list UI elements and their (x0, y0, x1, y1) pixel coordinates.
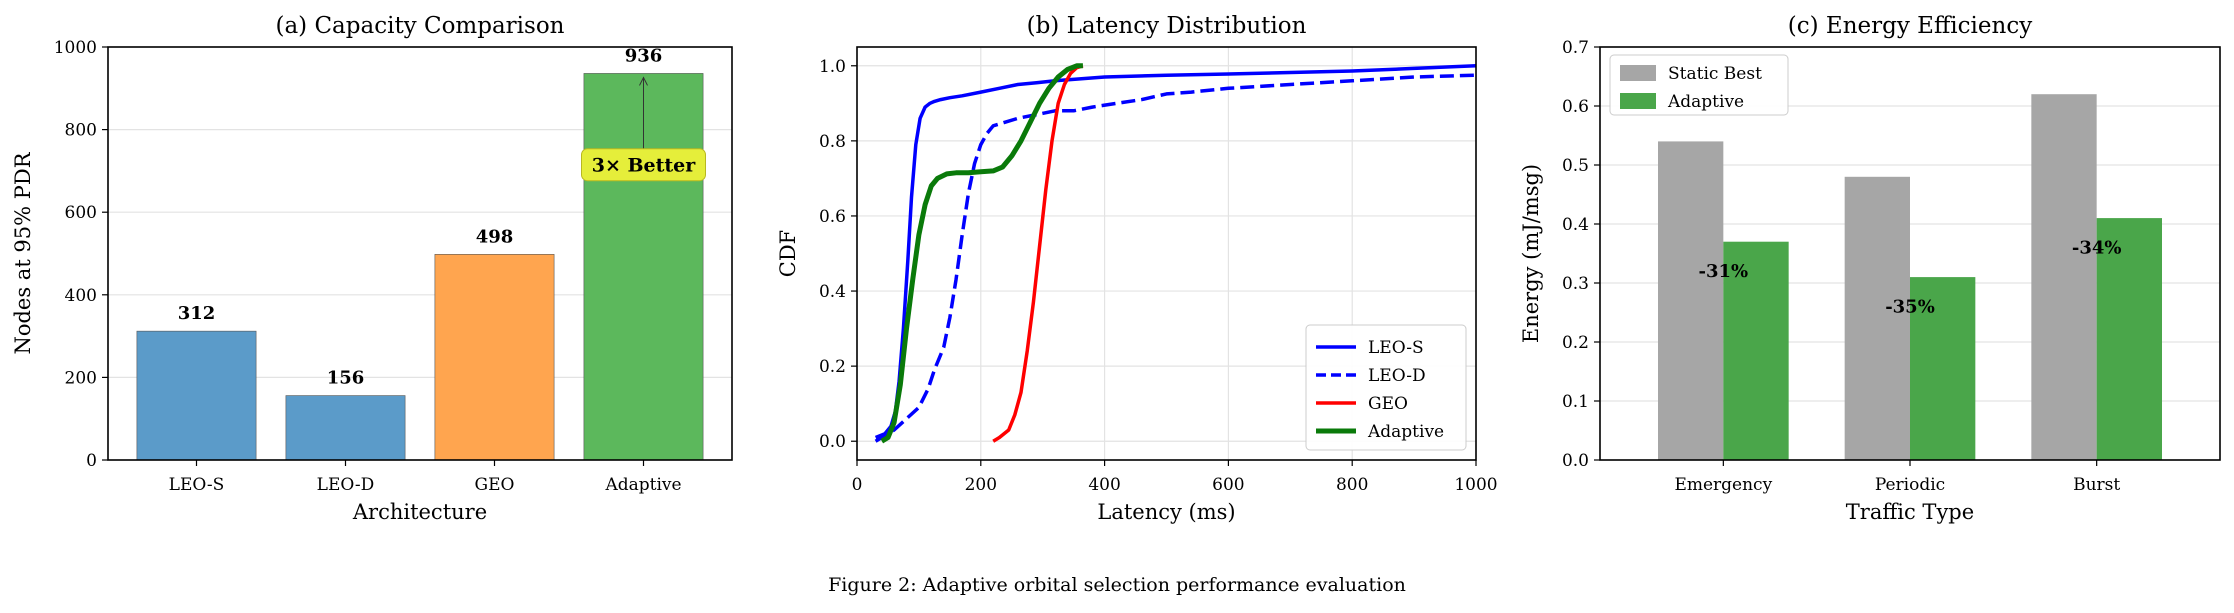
x-tick-label: 400 (1088, 475, 1120, 495)
x-tick-label: Periodic (1875, 475, 1945, 495)
x-tick-label: Emergency (1674, 475, 1772, 495)
bar-value-label: 312 (178, 303, 216, 324)
chart-title-b: (b) Latency Distribution (1027, 13, 1307, 39)
chart-title-c: (c) Energy Efficiency (1788, 13, 2032, 39)
reduction-label: -34% (2072, 238, 2122, 259)
y-tick-label: 1.0 (819, 57, 846, 77)
series-line-leo-s (874, 64, 1476, 440)
y-tick-label: 0.8 (819, 132, 846, 152)
bar-value-label: 936 (625, 45, 663, 66)
x-tick-label: LEO-S (169, 475, 225, 495)
legend-label: LEO-D (1368, 366, 1426, 386)
y-tick-label: 800 (65, 121, 97, 141)
x-tick-label: LEO-D (317, 475, 375, 495)
y-tick-label: 0.5 (1562, 156, 1589, 176)
legend-label: LEO-S (1368, 338, 1424, 358)
legend-label: Adaptive (1367, 422, 1444, 442)
plot-frame-c (1599, 46, 2221, 461)
y-tick-label: 0.0 (819, 432, 846, 452)
legend-swatch (1620, 65, 1656, 81)
bar-adaptive (1723, 241, 1789, 460)
x-tick-label: 0 (852, 475, 863, 495)
y-tick-label: 0 (86, 451, 97, 471)
y-tick-label: 0.0 (1562, 451, 1589, 471)
x-tick-label: 800 (1336, 475, 1368, 495)
y-tick-label: 0.3 (1562, 274, 1589, 294)
annotation-text: 3× Better (592, 155, 697, 177)
y-tick-label: 0.6 (1562, 97, 1589, 117)
legend-label: Static Best (1668, 64, 1762, 84)
reduction-label: -35% (1885, 297, 1935, 318)
y-tick-label: 0.7 (1562, 38, 1589, 58)
bar-value-label: 156 (327, 368, 365, 389)
x-tick-label: 600 (1212, 475, 1244, 495)
reduction-label: -31% (1699, 261, 1749, 282)
series-line-leo-d (874, 73, 1476, 443)
x-tick-label: 1000 (1454, 475, 1497, 495)
legend-box-b (1305, 324, 1467, 451)
x-tick-label: GEO (475, 475, 515, 495)
bar-value-label: 498 (476, 226, 514, 247)
legend-label: Adaptive (1667, 92, 1744, 112)
y-tick-label: 400 (65, 286, 97, 306)
annotation-box (581, 148, 706, 182)
bar-adaptive (1910, 277, 1976, 460)
y-tick-label: 0.4 (1562, 215, 1589, 235)
y-tick-label: 0.6 (819, 207, 846, 227)
bar-static-best (2031, 94, 2097, 460)
y-tick-label: 0.4 (819, 282, 846, 302)
y-tick-label: 0.2 (819, 357, 846, 377)
y-tick-label: 1000 (54, 38, 97, 58)
y-axis-label-b: CDF (776, 230, 800, 277)
bar-leo-d (285, 395, 406, 461)
series-line-geo (992, 64, 1084, 443)
bar-geo (434, 254, 555, 461)
bar-leo-s (136, 330, 257, 461)
y-tick-label: 600 (65, 203, 97, 223)
y-tick-label: 0.1 (1562, 392, 1589, 412)
legend-label: GEO (1368, 394, 1408, 414)
bar-adaptive (2096, 218, 2162, 460)
series-line-adaptive (880, 63, 1083, 444)
chart-title-a: (a) Capacity Comparison (275, 13, 564, 39)
x-axis-label-c: Traffic Type (1846, 500, 1974, 524)
bar-static-best (1658, 141, 1724, 460)
x-axis-label-a: Architecture (352, 500, 487, 524)
y-axis-label-a: Nodes at 95% PDR (11, 151, 35, 354)
y-tick-label: 0.2 (1562, 333, 1589, 353)
bar-static-best (1844, 176, 1910, 461)
x-tick-label: 200 (965, 475, 997, 495)
x-axis-label-b: Latency (ms) (1097, 500, 1235, 524)
legend-swatch (1620, 93, 1656, 109)
plot-frame-a (107, 46, 733, 461)
y-tick-label: 200 (65, 368, 97, 388)
annotation-arrowhead (639, 76, 648, 86)
plot-frame-b (856, 46, 1477, 461)
figure-caption: Figure 2: Adaptive orbital selection per… (828, 574, 1406, 596)
x-tick-label: Adaptive (604, 475, 681, 495)
x-tick-label: Burst (2073, 475, 2120, 495)
y-axis-label-c: Energy (mJ/msg) (1519, 164, 1543, 343)
